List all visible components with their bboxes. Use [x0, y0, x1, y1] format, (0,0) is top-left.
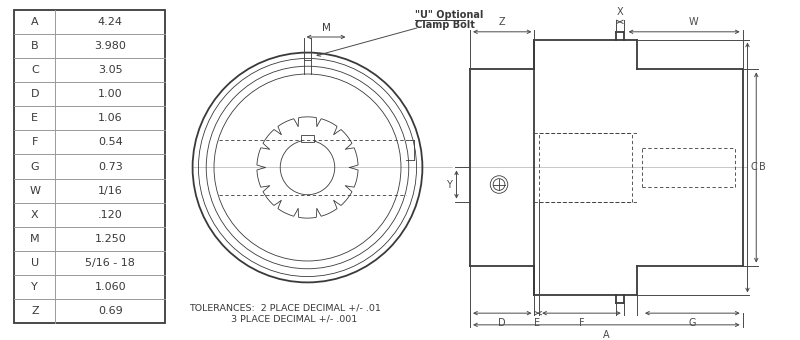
Text: B: B [759, 163, 766, 172]
Text: Clamp Bolt: Clamp Bolt [414, 20, 474, 31]
Bar [301, 135, 314, 142]
Text: G: G [689, 318, 696, 328]
Text: 1.250: 1.250 [94, 234, 126, 244]
Text: E: E [31, 113, 38, 123]
Text: A: A [603, 330, 610, 340]
Text: A: A [31, 17, 38, 27]
Text: 1.00: 1.00 [98, 89, 122, 99]
Text: F: F [32, 137, 38, 148]
Text: M: M [322, 23, 330, 33]
Text: X: X [617, 7, 623, 17]
Text: F: F [578, 318, 584, 328]
Text: C: C [31, 65, 38, 75]
Text: 1/16: 1/16 [98, 186, 122, 196]
Text: Y: Y [31, 282, 38, 292]
Text: 4.24: 4.24 [98, 17, 123, 27]
Text: TOLERANCES:  2 PLACE DECIMAL +/- .01: TOLERANCES: 2 PLACE DECIMAL +/- .01 [189, 304, 381, 313]
Text: W: W [689, 17, 698, 27]
Bar [14, 10, 166, 323]
Text: U: U [30, 258, 39, 268]
Text: "U" Optional: "U" Optional [414, 10, 483, 20]
Text: D: D [498, 318, 506, 328]
Text: Z: Z [499, 17, 506, 27]
Text: X: X [31, 210, 38, 220]
Text: E: E [534, 318, 540, 328]
Text: .120: .120 [98, 210, 122, 220]
Text: M: M [30, 234, 40, 244]
Text: D: D [30, 89, 39, 99]
Text: B: B [31, 41, 38, 51]
Text: 1.060: 1.060 [94, 282, 126, 292]
Text: Y: Y [446, 180, 452, 189]
Text: Z: Z [31, 306, 38, 316]
Text: G: G [30, 162, 39, 171]
Text: 3.05: 3.05 [98, 65, 122, 75]
Text: 0.73: 0.73 [98, 162, 122, 171]
Text: W: W [30, 186, 40, 196]
Text: 5/16 - 18: 5/16 - 18 [86, 258, 135, 268]
Text: 3.980: 3.980 [94, 41, 126, 51]
Text: 0.69: 0.69 [98, 306, 122, 316]
Text: 0.54: 0.54 [98, 137, 122, 148]
Text: C: C [750, 163, 757, 172]
Text: 3 PLACE DECIMAL +/- .001: 3 PLACE DECIMAL +/- .001 [189, 314, 357, 324]
Text: 1.06: 1.06 [98, 113, 122, 123]
